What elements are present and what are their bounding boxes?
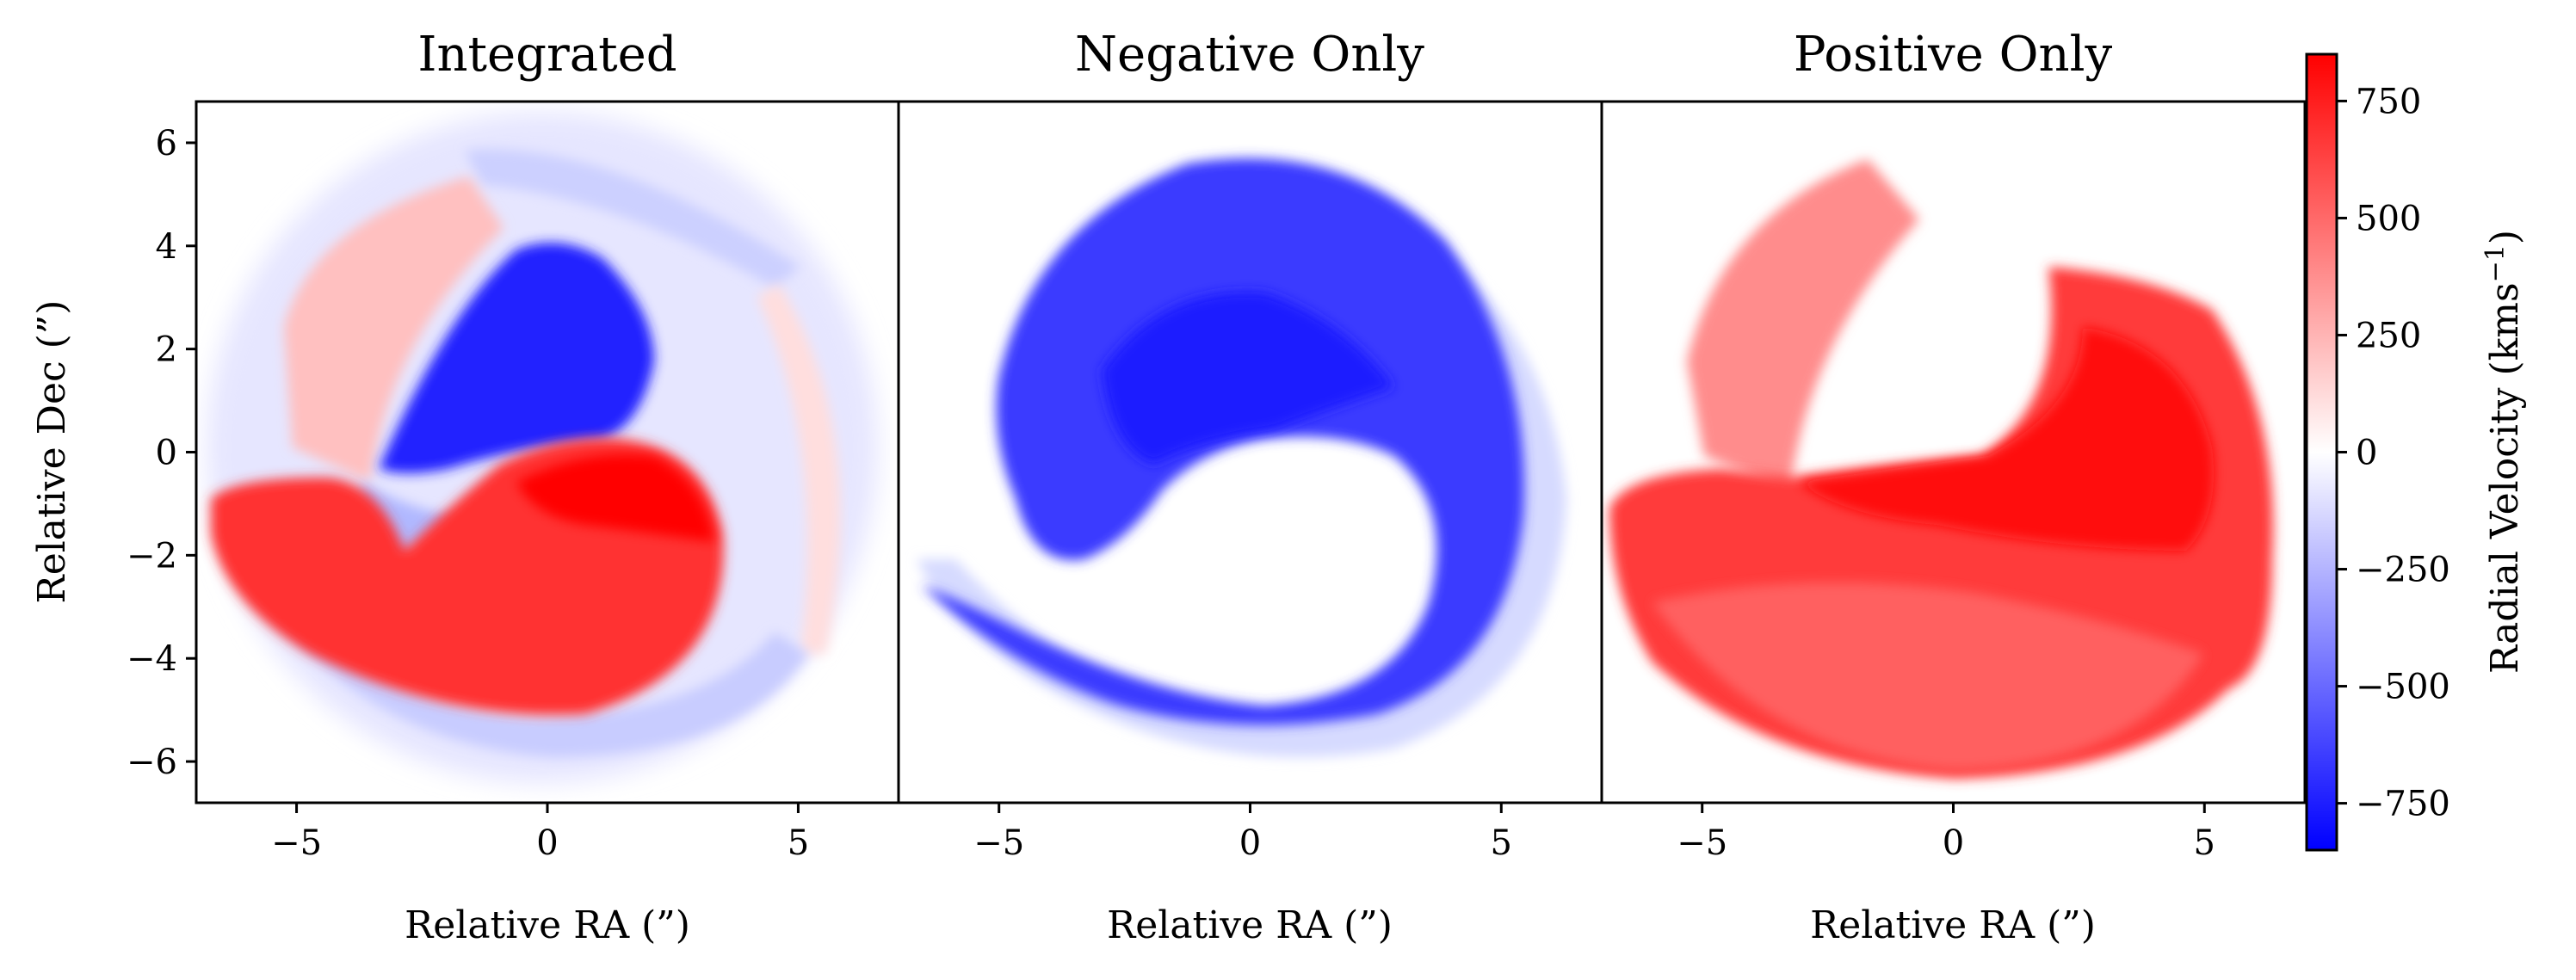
- x-tick-label: 0: [1239, 823, 1261, 863]
- x-axis-label: Relative RA (”): [1107, 903, 1393, 947]
- y-tick-label: −4: [127, 639, 177, 679]
- y-tick-label: −6: [127, 743, 177, 782]
- y-axis-label: Relative Dec (”): [30, 300, 74, 604]
- colorbar-tick-label: 250: [2356, 316, 2421, 355]
- x-axis-label: Relative RA (”): [1810, 903, 2096, 947]
- y-tick-label: 0: [156, 434, 177, 473]
- y-ticks: 6 4 2 0 −2 −4 −6: [127, 124, 196, 782]
- colorbar-label: Radial Velocity (kms−1): [2480, 230, 2527, 674]
- y-tick-label: −2: [127, 536, 177, 576]
- x-ticks: −5 0 5: [271, 803, 809, 863]
- image-positive-only: [1609, 159, 2274, 779]
- y-tick-label: 6: [156, 124, 177, 163]
- x-axis-label: Relative RA (”): [405, 903, 690, 947]
- panel-title: Positive Only: [1794, 27, 2113, 83]
- x-tick-label: −5: [271, 823, 322, 863]
- colorbar-label-end: ): [2483, 230, 2527, 244]
- colorbar: 750 500 250 0 −250 −500 −750 Radial Velocity (…: [2305, 52, 2527, 852]
- panel-integrated: Integrated −5 0 5 6 4 2 0 −2 −4 −6 Relative RA (…: [30, 27, 900, 947]
- x-tick-label: 0: [536, 823, 558, 863]
- x-tick-label: −5: [973, 823, 1024, 863]
- x-ticks: −5 0 5: [973, 803, 1512, 863]
- panel-negative-only: Negative Only −5 0 5 Relative RA (”): [897, 27, 1603, 947]
- x-tick-label: −5: [1677, 823, 1727, 863]
- x-ticks: −5 0 5: [1677, 803, 2215, 863]
- colorbar-label-superscript: −1: [2480, 244, 2511, 282]
- panel-title: Negative Only: [1075, 27, 1424, 83]
- colorbar-tick-label: 750: [2356, 82, 2421, 121]
- image-integrated: [207, 112, 878, 783]
- colorbar-tick-label: −750: [2356, 785, 2450, 824]
- colorbar-tick-label: −500: [2356, 668, 2450, 707]
- x-tick-label: 5: [788, 823, 809, 863]
- colorbar-tick-label: 500: [2356, 199, 2421, 238]
- y-tick-label: 4: [156, 227, 177, 267]
- colorbar-ticks: 750 500 250 0 −250 −500 −750: [2337, 82, 2450, 824]
- panel-positive-only: Positive Only −5 0 5 Relative RA (”): [1600, 27, 2307, 947]
- x-tick-label: 0: [1943, 823, 1964, 863]
- colorbar-tick-label: −250: [2356, 551, 2450, 590]
- colorbar-tick-label: 0: [2356, 434, 2377, 473]
- y-tick-label: 2: [156, 330, 177, 370]
- x-tick-label: 5: [1491, 823, 1512, 863]
- x-tick-label: 5: [2194, 823, 2215, 863]
- panel-title: Integrated: [417, 27, 676, 83]
- image-negative-only: [917, 158, 1566, 757]
- colorbar-gradient: [2305, 52, 2338, 852]
